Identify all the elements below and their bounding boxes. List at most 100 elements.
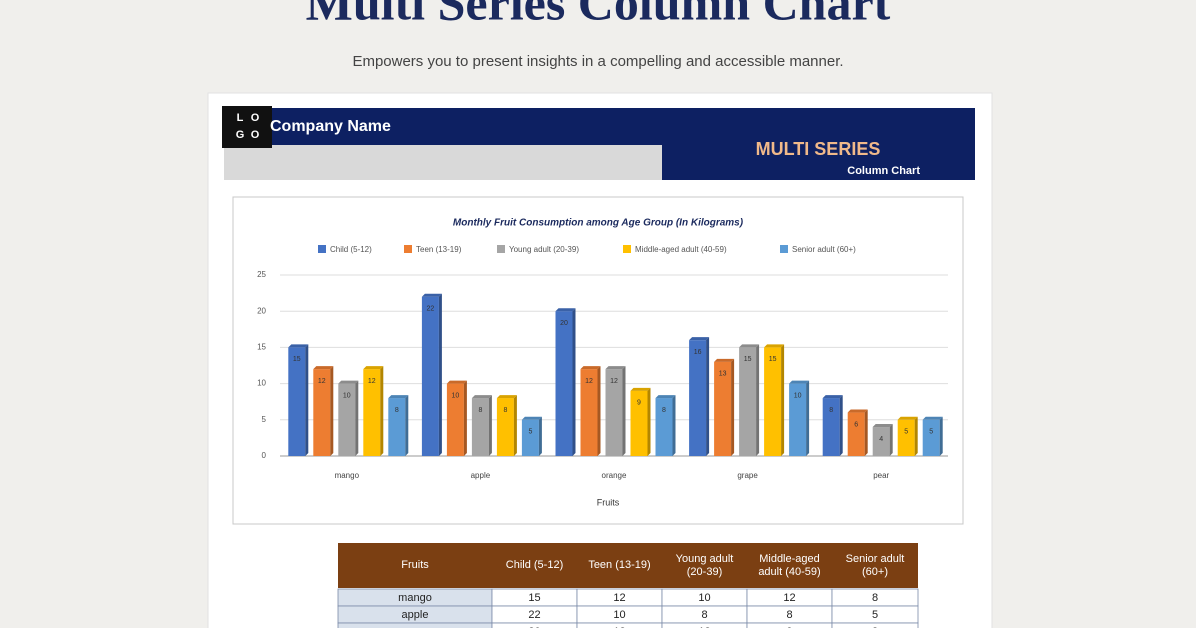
value-label: 8 [395, 407, 399, 414]
header-band [224, 108, 975, 145]
table-header-text: Teen (13-19) [588, 559, 651, 571]
table-cell-text: 8 [701, 609, 707, 621]
table-header-cell: Senior adult (60+) [846, 553, 905, 578]
table-cell-text: 10 [613, 609, 625, 621]
bar [789, 383, 807, 456]
legend-label: Child (5-12) [330, 245, 372, 254]
bar [655, 398, 673, 456]
bar [421, 296, 439, 456]
table-cell [337, 622, 493, 628]
bar [630, 390, 648, 456]
table-header-cell: Fruits [401, 559, 429, 571]
value-label: 10 [794, 392, 802, 399]
bar-side [889, 424, 893, 456]
bar-side [706, 337, 710, 456]
bar-side [622, 366, 626, 456]
bar-side [380, 366, 384, 456]
bar [822, 398, 840, 456]
legend-label: Teen (13-19) [416, 245, 462, 254]
value-label: 5 [929, 429, 933, 436]
value-label: 5 [904, 429, 908, 436]
y-tick-label: 5 [262, 415, 267, 424]
value-label: 12 [610, 378, 618, 385]
bar-top [471, 395, 492, 399]
value-label: 15 [769, 356, 777, 363]
table-header [338, 543, 918, 588]
y-tick-label: 0 [262, 451, 267, 460]
bar [714, 361, 732, 456]
value-label: 8 [478, 407, 482, 414]
bar [313, 369, 331, 456]
bar [897, 419, 915, 456]
bar-top [288, 344, 309, 348]
table-cell-text: 12 [613, 626, 625, 628]
page-subtitle: Empowers you to present insights in a co… [352, 53, 843, 70]
bar [847, 412, 865, 456]
bar-side [839, 395, 843, 456]
table-cell-text: 12 [698, 626, 710, 628]
bar-side [330, 366, 334, 456]
bar [580, 369, 598, 456]
table-header-cell: Teen (13-19) [588, 559, 651, 571]
table-header-cell: Young adult (20-39) [675, 552, 734, 578]
value-label: 10 [452, 392, 460, 399]
bar-side [939, 416, 943, 456]
chart-frame [232, 196, 964, 525]
bar [521, 419, 539, 456]
bar-top [822, 395, 843, 399]
value-label: 15 [744, 356, 752, 363]
table-header-text: Child (5-12) [505, 559, 564, 571]
table-cell-text: 20 [528, 626, 540, 628]
table-cell-text: mango [398, 592, 432, 604]
bar-top [789, 380, 810, 384]
table-header-text: Young adult (20-39) [675, 552, 734, 578]
table-cell-text: 22 [528, 609, 540, 621]
bar-top [313, 366, 334, 370]
bar-top [338, 380, 359, 384]
logo-letter: G [236, 129, 245, 141]
table-cell [661, 622, 748, 628]
legend-label: Young adult (20-39) [509, 245, 579, 254]
table-cell-text: 9 [786, 626, 792, 628]
bar-side [488, 395, 492, 456]
bar-side [405, 395, 409, 456]
bar-top [655, 395, 676, 399]
value-label: 12 [585, 378, 593, 385]
table-header-cell: Middle-aged adult (40-59) [758, 552, 821, 578]
bar-side [731, 358, 735, 456]
legend-swatch [497, 245, 505, 253]
bar-top [847, 409, 868, 413]
value-label: 22 [427, 306, 435, 313]
table-header-text: Fruits [401, 559, 429, 571]
legend-swatch [780, 245, 788, 253]
bar-side [864, 409, 868, 456]
bar [739, 347, 757, 456]
bar-side [305, 344, 309, 456]
table-cell-text: 10 [698, 592, 710, 604]
bar-side [355, 380, 359, 456]
x-tick-label: apple [471, 471, 491, 480]
bar-side [538, 416, 542, 456]
bar [288, 347, 306, 456]
table-cell-text: 8 [786, 609, 792, 621]
legend-swatch [318, 245, 326, 253]
legend-label: Senior adult (60+) [792, 245, 856, 254]
bar-top [739, 344, 760, 348]
value-label: 16 [694, 349, 702, 356]
table-cell-text: 15 [528, 592, 540, 604]
table-header-text: Middle-aged adult (40-59) [758, 552, 821, 578]
y-tick-label: 15 [257, 343, 266, 352]
header-right [662, 145, 975, 180]
logo-letter: L [237, 112, 244, 124]
bar-top [446, 380, 467, 384]
heading: MULTI SERIES [756, 139, 881, 159]
subheading: Column Chart [847, 165, 920, 177]
bar-top [363, 366, 384, 370]
legend-swatch [404, 245, 412, 253]
bar-top [580, 366, 601, 370]
bar [605, 369, 623, 456]
bar-side [597, 366, 601, 456]
value-label: 20 [560, 320, 568, 327]
value-label: 13 [719, 371, 727, 378]
